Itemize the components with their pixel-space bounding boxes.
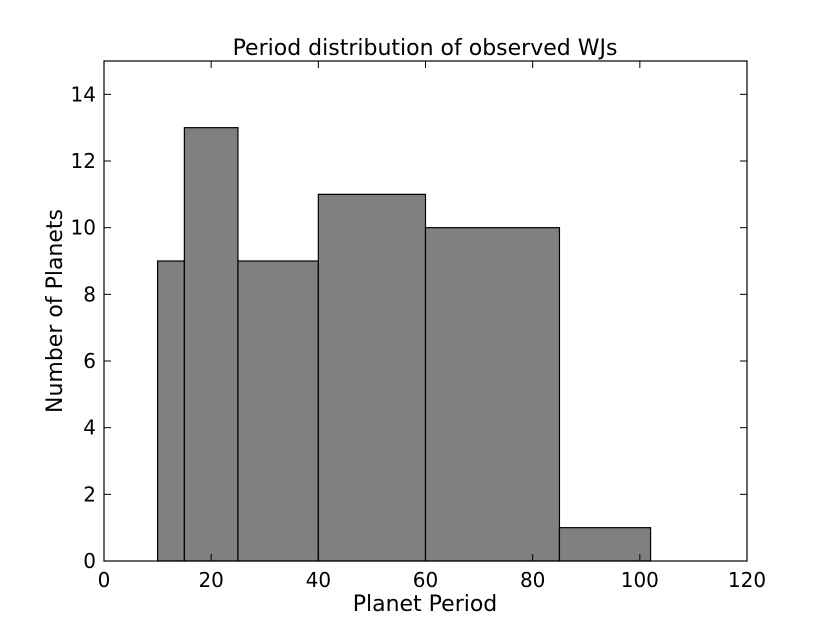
histogram-bar-3 [317, 193, 427, 562]
x-tick-label-4: 80 [520, 568, 545, 592]
x-tick-label-6: 120 [728, 568, 766, 592]
y-tick-label-6: 12 [71, 149, 96, 173]
x-axis-ticks: 0 20 40 60 80 100 120 [98, 61, 766, 592]
y-tick-label-7: 14 [71, 82, 96, 106]
x-tick-label-0: 0 [98, 568, 111, 592]
histogram-bar-2 [237, 260, 319, 562]
chart-title: Period distribution of observed WJs [233, 36, 618, 61]
y-tick-label-0: 0 [83, 549, 96, 573]
y-tick-label-4: 8 [83, 282, 96, 306]
histogram-bar-1 [183, 127, 239, 562]
y-axis-label: Number of Planets [43, 209, 68, 413]
histogram-bar-4 [424, 227, 561, 562]
x-tick-label-1: 20 [198, 568, 223, 592]
histogram-bars [156, 127, 652, 562]
y-tick-label-2: 4 [83, 416, 96, 440]
x-tick-label-2: 40 [306, 568, 331, 592]
y-axis-ticks: 0 2 4 6 8 10 12 14 [71, 82, 747, 573]
x-axis-label: Planet Period [353, 592, 498, 617]
y-tick-label-3: 6 [83, 349, 96, 373]
histogram-bar-5 [558, 527, 652, 562]
y-tick-label-5: 10 [71, 216, 96, 240]
x-tick-label-3: 60 [413, 568, 438, 592]
x-tick-label-5: 100 [621, 568, 659, 592]
histogram-bar-0 [156, 260, 185, 562]
y-tick-label-1: 2 [83, 482, 96, 506]
